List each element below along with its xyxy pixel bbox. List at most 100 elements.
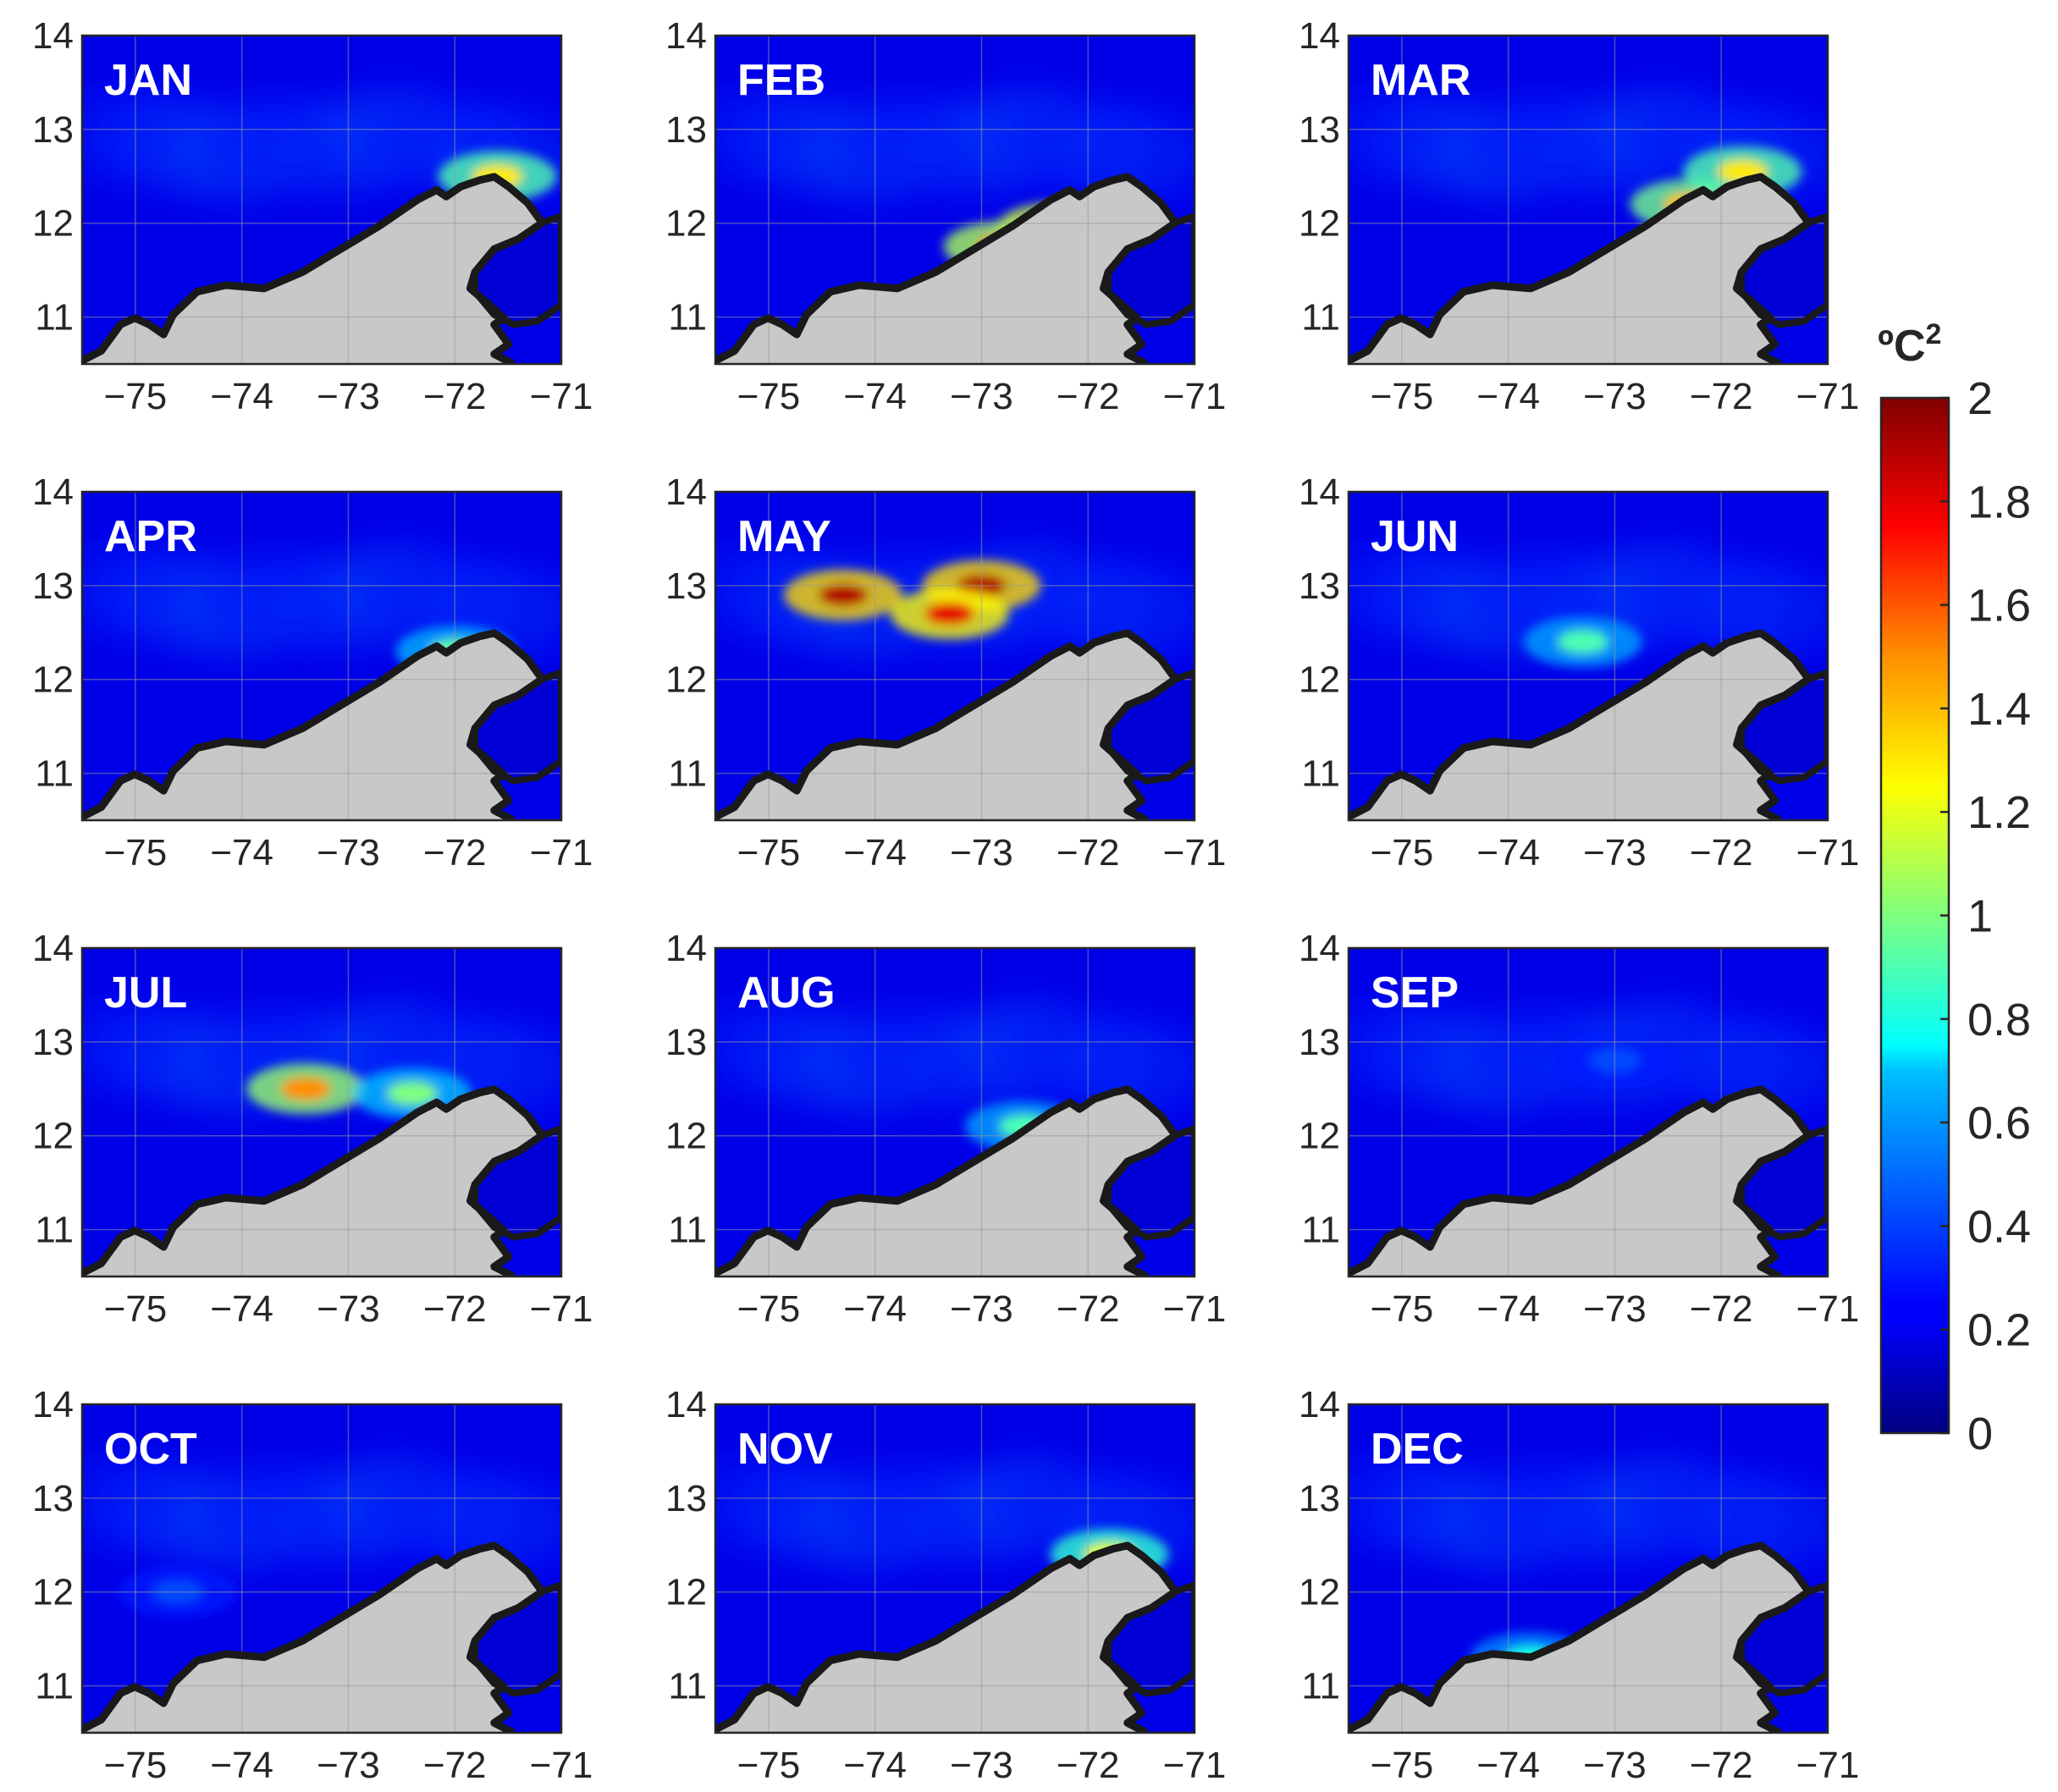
x-tick-label: −72 bbox=[423, 1288, 487, 1330]
month-label: DEC bbox=[1371, 1425, 1464, 1474]
x-tick-label: −75 bbox=[104, 1288, 168, 1330]
x-tick-label: −72 bbox=[1690, 832, 1753, 874]
panel-frame bbox=[714, 34, 1196, 366]
x-tick-label: −71 bbox=[530, 376, 593, 417]
colorbar-tick-label: 1 bbox=[1967, 891, 1993, 942]
x-tick-label: −75 bbox=[1371, 376, 1434, 417]
map-panel-may: MAY 14 13 12 11 −75 −74 −73 −72 −71 bbox=[665, 471, 1226, 874]
y-tick-label: 14 bbox=[1299, 1384, 1340, 1425]
x-tick-label: −73 bbox=[317, 1745, 380, 1786]
x-tick-label: −73 bbox=[950, 1745, 1013, 1786]
y-tick-label: 12 bbox=[32, 659, 74, 701]
panel-frame bbox=[1347, 34, 1829, 366]
gulf-water bbox=[1741, 216, 1828, 325]
month-label: AUG bbox=[737, 968, 836, 1017]
y-tick-label: 14 bbox=[32, 15, 74, 57]
x-tick-label: −71 bbox=[1796, 1288, 1860, 1330]
x-tick-label: −73 bbox=[1583, 1745, 1647, 1786]
panel-frame bbox=[714, 1403, 1196, 1734]
x-tick-label: −71 bbox=[1163, 1288, 1227, 1330]
colorbar-tick-label: 1.8 bbox=[1967, 477, 2031, 527]
y-tick-label: 13 bbox=[32, 565, 74, 607]
month-label: MAR bbox=[1371, 56, 1470, 105]
y-tick-label: 11 bbox=[35, 1210, 74, 1251]
y-tick-label: 12 bbox=[1299, 203, 1340, 245]
gulf-coastline bbox=[472, 669, 561, 785]
y-tick-label: 14 bbox=[665, 15, 707, 57]
month-label: JUL bbox=[104, 968, 187, 1017]
y-tick-label: 12 bbox=[1299, 659, 1340, 701]
colorbar-tick-label: 1.2 bbox=[1967, 787, 2031, 838]
x-tick-label: −73 bbox=[950, 376, 1013, 417]
month-label: OCT bbox=[104, 1425, 197, 1474]
panel-frame bbox=[714, 946, 1196, 1278]
variance-field bbox=[82, 492, 561, 820]
map-panel-apr: APR 14 13 12 11 −75 −74 −73 −72 −71 bbox=[32, 471, 593, 874]
x-tick-label: −73 bbox=[1583, 376, 1647, 417]
month-label: NOV bbox=[737, 1425, 833, 1474]
variance-field bbox=[715, 492, 1195, 820]
gulf-coastline bbox=[1105, 669, 1195, 785]
gulf-water bbox=[475, 1585, 561, 1694]
colorbar-gradient bbox=[1879, 396, 1950, 1435]
y-tick-label: 13 bbox=[1299, 565, 1340, 607]
month-label: JUN bbox=[1371, 512, 1459, 561]
x-tick-label: −74 bbox=[210, 1745, 273, 1786]
x-tick-label: −73 bbox=[1583, 1288, 1647, 1330]
y-tick-label: 14 bbox=[32, 471, 74, 513]
x-tick-label: −72 bbox=[423, 1745, 487, 1786]
hotspot bbox=[1557, 630, 1608, 654]
x-tick-label: −74 bbox=[210, 1288, 273, 1330]
y-tick-label: 11 bbox=[35, 753, 74, 795]
x-tick-label: −71 bbox=[1796, 376, 1860, 417]
y-tick-label: 13 bbox=[665, 1478, 707, 1519]
y-tick-label: 13 bbox=[665, 565, 707, 607]
y-tick-label: 11 bbox=[668, 297, 707, 339]
x-tick-label: −72 bbox=[1057, 832, 1120, 874]
colorbar-unit: ºC2 bbox=[1878, 318, 1941, 371]
y-tick-label: 13 bbox=[32, 1022, 74, 1063]
gulf-water bbox=[475, 1128, 561, 1238]
y-tick-label: 11 bbox=[668, 1666, 707, 1707]
y-tick-label: 14 bbox=[1299, 928, 1340, 969]
x-tick-label: −72 bbox=[1690, 1288, 1753, 1330]
x-tick-label: −72 bbox=[1690, 376, 1753, 417]
y-tick-label: 14 bbox=[32, 928, 74, 969]
y-tick-label: 11 bbox=[1301, 753, 1340, 795]
map-panel-aug: AUG 14 13 12 11 −75 −74 −73 −72 −71 bbox=[665, 928, 1226, 1330]
x-tick-label: −73 bbox=[1583, 832, 1647, 874]
panel-frame bbox=[80, 946, 563, 1278]
x-tick-label: −75 bbox=[104, 376, 168, 417]
x-tick-label: −72 bbox=[1057, 1745, 1120, 1786]
y-tick-label: 14 bbox=[665, 471, 707, 513]
panel-frame bbox=[1347, 946, 1829, 1278]
variance-field bbox=[82, 948, 561, 1276]
variance-field bbox=[82, 1404, 561, 1733]
x-tick-label: −75 bbox=[1371, 1745, 1434, 1786]
y-tick-label: 11 bbox=[35, 1666, 74, 1707]
y-tick-label: 12 bbox=[32, 1116, 74, 1157]
gulf-coastline bbox=[472, 212, 561, 328]
gulf-coastline bbox=[1738, 669, 1828, 785]
gulf-water bbox=[1108, 216, 1195, 325]
x-tick-label: −74 bbox=[210, 832, 273, 874]
y-tick-label: 11 bbox=[668, 753, 707, 795]
gulf-water bbox=[1108, 1585, 1195, 1694]
hotspot bbox=[817, 582, 869, 607]
y-tick-label: 12 bbox=[1299, 1572, 1340, 1613]
colorbar-tick-label: 0.6 bbox=[1967, 1098, 2031, 1149]
map-panel-oct: OCT 14 13 12 11 −75 −74 −73 −72 −71 bbox=[32, 1384, 593, 1786]
x-tick-label: −75 bbox=[737, 832, 801, 874]
x-tick-label: −74 bbox=[843, 832, 907, 874]
gulf-coastline bbox=[472, 1581, 561, 1697]
x-tick-label: −71 bbox=[530, 832, 593, 874]
x-tick-label: −75 bbox=[737, 1288, 801, 1330]
y-tick-label: 12 bbox=[1299, 1116, 1340, 1157]
hotspot bbox=[386, 1081, 438, 1106]
variance-field bbox=[715, 948, 1195, 1276]
x-tick-label: −75 bbox=[737, 376, 801, 417]
y-tick-label: 11 bbox=[1301, 1210, 1340, 1251]
x-tick-label: −72 bbox=[423, 832, 487, 874]
x-tick-label: −75 bbox=[104, 832, 168, 874]
y-tick-label: 12 bbox=[32, 1572, 74, 1613]
